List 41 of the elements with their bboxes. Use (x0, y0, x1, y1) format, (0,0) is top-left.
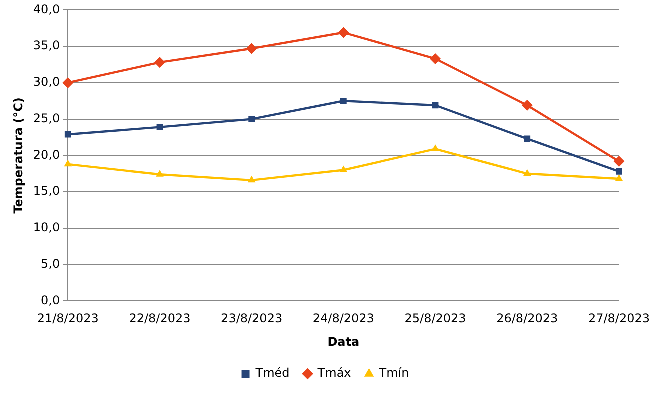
point (616, 168, 622, 175)
legend-label: Tmáx (316, 366, 352, 380)
point (430, 53, 442, 64)
y-tick-label: 15,0 (33, 184, 60, 198)
point (615, 174, 624, 182)
y-tick-label: 20,0 (33, 148, 60, 162)
y-tick-label: 0,0 (41, 293, 60, 308)
point (64, 160, 72, 167)
point (522, 100, 533, 112)
point (338, 27, 350, 38)
y-tick-label: 35,0 (33, 38, 60, 53)
y-axis-title: Temperatura (°C) (11, 98, 26, 214)
x-tick-label: 22/8/2023 (129, 312, 191, 326)
x-tick-label: 23/8/2023 (221, 312, 283, 326)
point (248, 116, 256, 123)
y-tick-label: 5,0 (41, 256, 60, 271)
point (340, 166, 348, 172)
point (524, 136, 531, 142)
x-axis-title: Data (328, 334, 360, 349)
y-tick-label: 40,0 (33, 2, 60, 16)
point (432, 144, 440, 152)
point (248, 176, 256, 183)
y-tick-label: 25,0 (33, 111, 60, 126)
x-tick-label: 21/8/2023 (37, 312, 99, 326)
point (614, 156, 625, 168)
x-tick-label: 24/8/2023 (312, 312, 374, 326)
point (246, 43, 258, 54)
point (64, 131, 72, 138)
point (156, 124, 164, 131)
point (523, 169, 532, 176)
point (154, 57, 166, 68)
legend-label: Tméd (254, 366, 290, 380)
legend-label: Tmín (378, 366, 410, 380)
x-tick-label: 27/8/2023 (588, 312, 650, 326)
y-tick-label: 30,0 (33, 75, 60, 90)
x-tick-label: 26/8/2023 (496, 312, 558, 326)
point (340, 98, 347, 104)
point (156, 170, 164, 177)
y-tick-label: 10,0 (33, 220, 60, 235)
point (62, 77, 74, 88)
x-tick-label: 25/8/2023 (404, 312, 466, 326)
